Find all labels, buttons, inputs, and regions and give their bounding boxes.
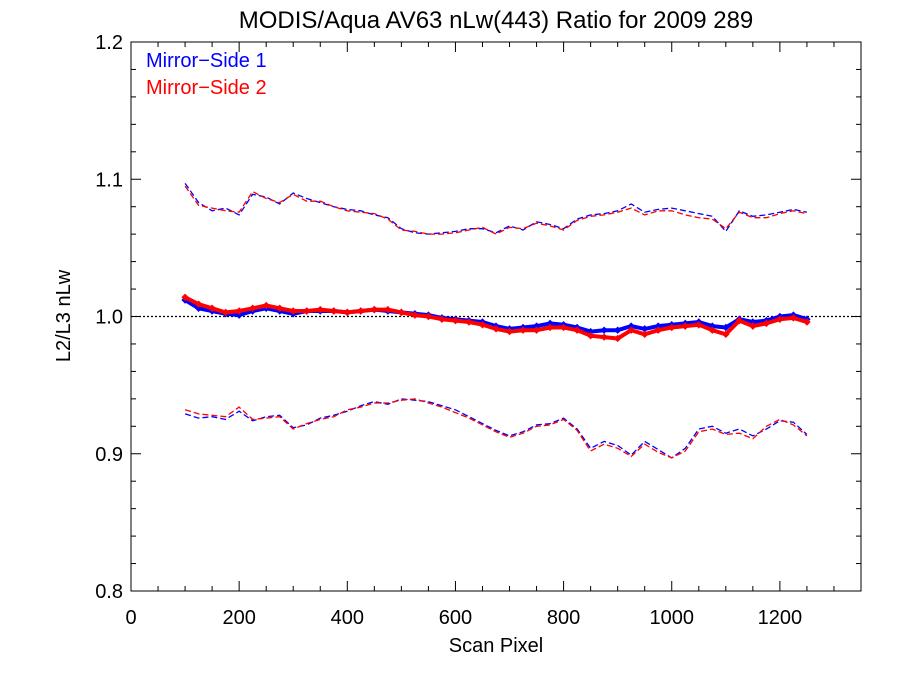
series-1-lower-line <box>184 398 808 459</box>
x-tick-label: 0 <box>125 607 136 629</box>
series-2-upper-line <box>184 185 808 235</box>
y-axis: 0.8 0.9 1.0 1.1 1.2 <box>95 32 861 603</box>
y-tick-label: 0.9 <box>95 444 123 466</box>
band-lines <box>184 183 808 459</box>
x-tick-label: 1200 <box>758 607 803 629</box>
x-tick-label: 800 <box>547 607 580 629</box>
x-axis: 0 200 400 600 800 1000 1200 <box>125 42 862 629</box>
x-tick-label: 200 <box>222 607 255 629</box>
y-tick-label: 1.0 <box>95 307 123 329</box>
series-2-lower-line <box>184 398 808 459</box>
y-tick-label: 1.2 <box>95 32 123 54</box>
legend-entry-mirror-side-2: Mirror−Side 2 <box>146 77 267 99</box>
x-tick-label: 400 <box>331 607 364 629</box>
plot-area <box>131 183 861 459</box>
chart-title: MODIS/Aqua AV63 nLw(443) Ratio for 2009 … <box>239 7 754 34</box>
y-tick-label: 0.8 <box>95 581 123 603</box>
x-axis-label: Scan Pixel <box>449 635 544 657</box>
ratio-markers <box>181 293 811 343</box>
x-tick-label: 1000 <box>649 607 694 629</box>
y-axis-label: L2/L3 nLw <box>53 269 75 362</box>
series-2-ratio-line <box>184 295 808 341</box>
legend-entry-mirror-side-1: Mirror−Side 1 <box>146 50 267 72</box>
legend: Mirror−Side 1 Mirror−Side 2 <box>146 50 267 99</box>
y-tick-label: 1.1 <box>95 169 123 191</box>
series-2-markers <box>181 293 811 343</box>
x-tick-label: 600 <box>439 607 472 629</box>
series-1-upper-line <box>184 183 808 235</box>
